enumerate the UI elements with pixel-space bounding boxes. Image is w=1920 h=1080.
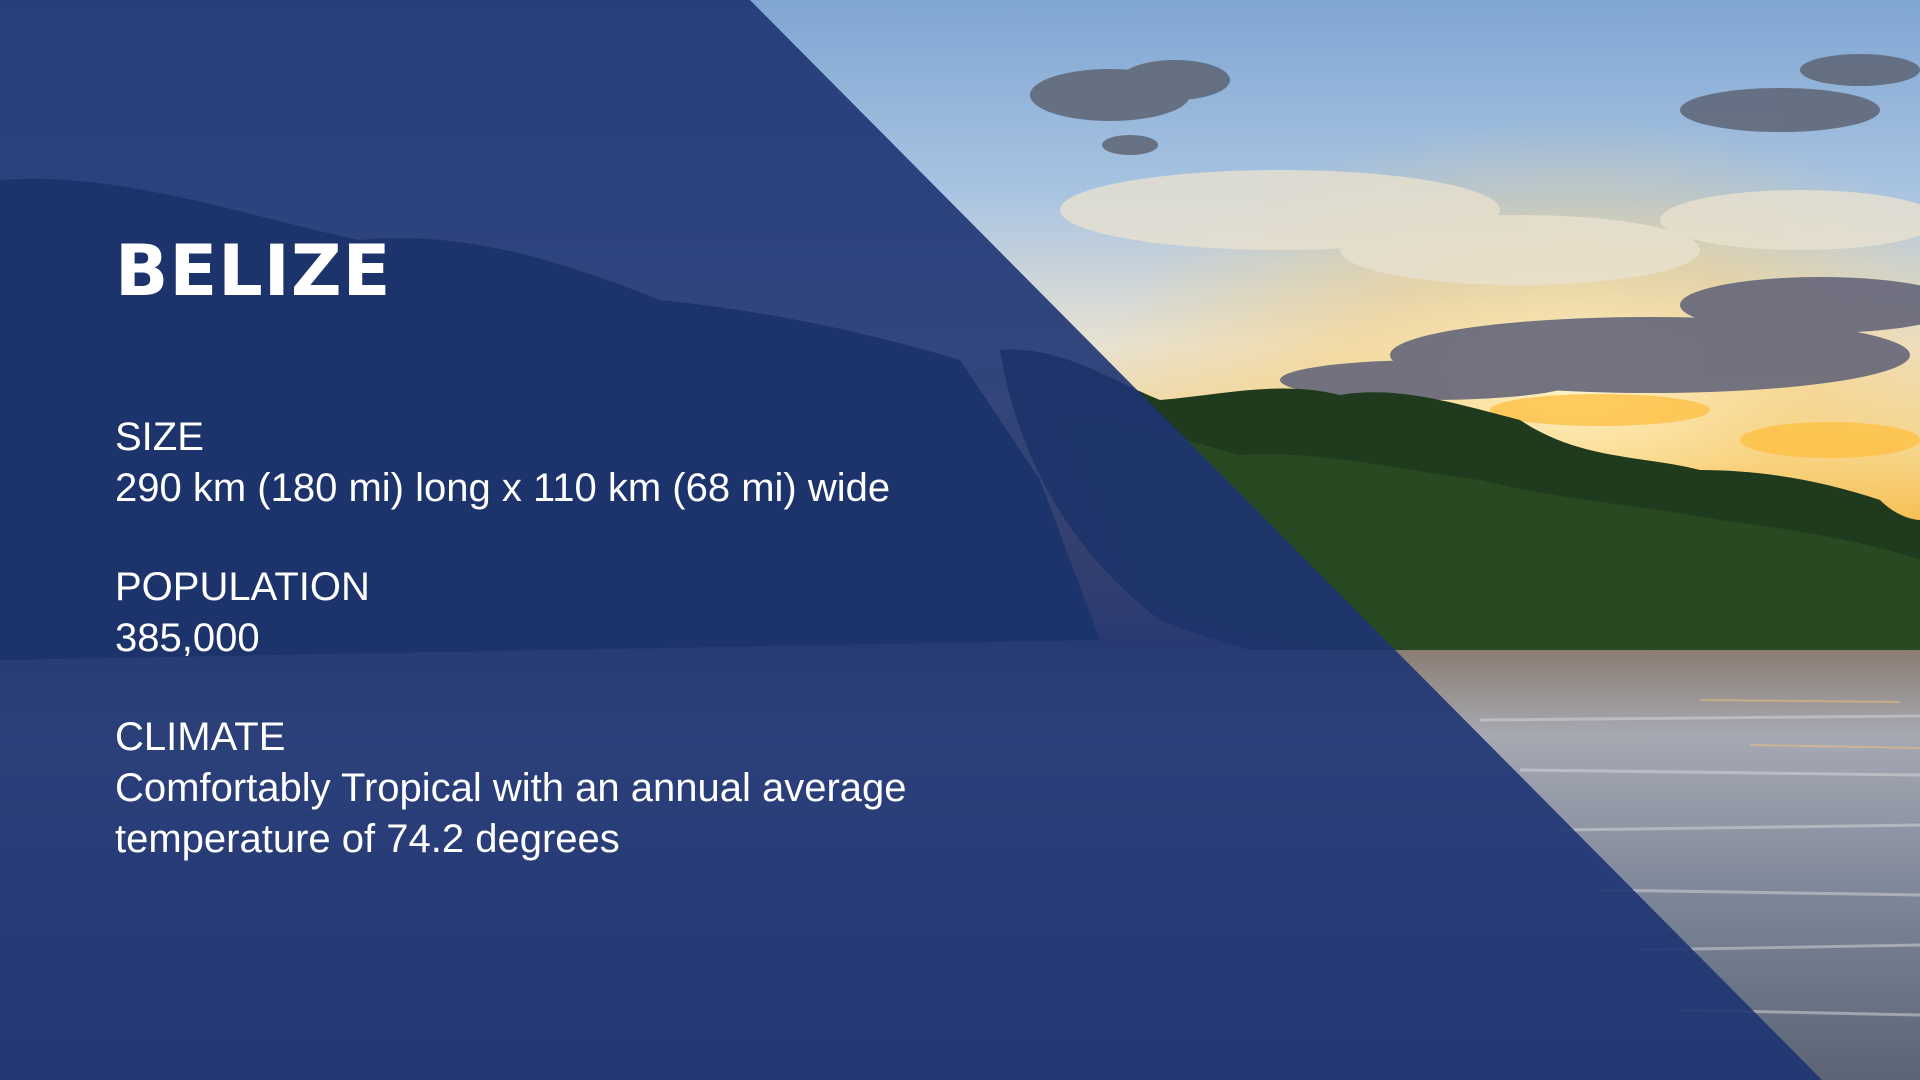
size-label: SIZE bbox=[115, 415, 204, 459]
size-value: 290 km (180 mi) long x 110 km (68 mi) wi… bbox=[115, 466, 891, 510]
slide-title: BELIZE bbox=[115, 230, 392, 312]
population-section: POPULATION 385,000 bbox=[115, 562, 1095, 664]
climate-value-line-1: Comfortably Tropical with an annual aver… bbox=[115, 766, 907, 810]
population-value: 385,000 bbox=[115, 616, 260, 660]
population-label: POPULATION bbox=[115, 565, 370, 609]
content-panel: BELIZE SIZE 290 km (180 mi) long x 110 k… bbox=[115, 230, 1095, 913]
size-section: SIZE 290 km (180 mi) long x 110 km (68 m… bbox=[115, 412, 1095, 514]
climate-section: CLIMATE Comfortably Tropical with an ann… bbox=[115, 712, 1095, 865]
climate-value-line-2: temperature of 74.2 degrees bbox=[115, 817, 620, 861]
climate-label: CLIMATE bbox=[115, 715, 286, 759]
